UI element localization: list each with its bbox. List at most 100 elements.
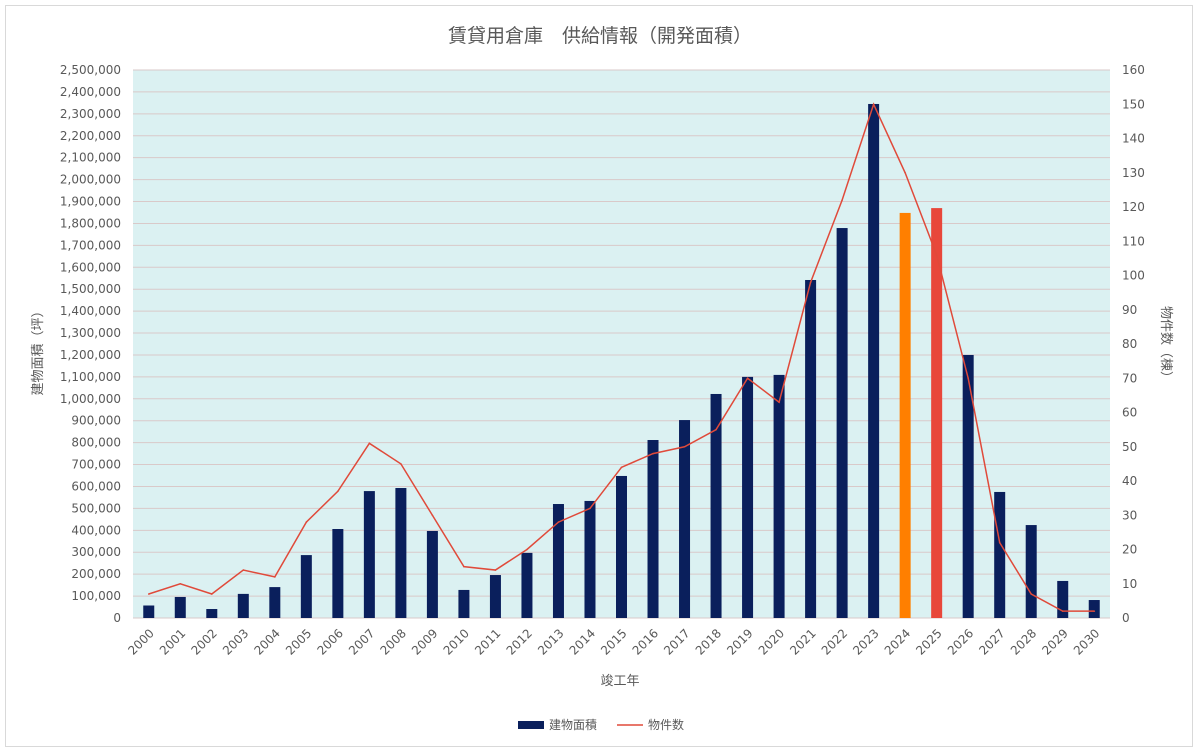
y-tick-label: 1,300,000 [60, 326, 121, 340]
y-tick-label: 500,000 [71, 501, 121, 515]
line-point-2024 [904, 171, 906, 174]
legend-line-label: 物件数 [648, 717, 684, 732]
y2-tick-label: 130 [1122, 166, 1145, 180]
bar-2008 [395, 488, 407, 618]
y2-tick-label: 160 [1122, 63, 1145, 77]
x-tick-label: 2010 [441, 626, 472, 657]
x-tick-label: 2022 [819, 626, 850, 657]
y2-tick-label: 30 [1122, 508, 1137, 522]
y-tick-label: 900,000 [71, 414, 121, 428]
y2-tick-label: 0 [1122, 611, 1130, 625]
bar-2024 [899, 212, 911, 618]
y2-tick-label: 100 [1122, 269, 1145, 283]
line-point-2009 [431, 514, 434, 517]
y2-tick-label: 120 [1122, 200, 1145, 214]
bar-2009 [426, 530, 438, 618]
x-tick-label: 2027 [976, 626, 1007, 657]
y2-tick-label: 90 [1122, 303, 1137, 317]
x-tick-label: 2008 [378, 626, 409, 657]
line-point-2022 [841, 199, 843, 201]
bar-2030 [1088, 600, 1100, 618]
line-point-2007 [368, 442, 371, 445]
x-tick-label: 2016 [630, 626, 661, 657]
y-tick-label: 1,600,000 [60, 260, 121, 274]
y-tick-label: 1,800,000 [60, 216, 121, 230]
x-tick-label: 2001 [157, 626, 188, 657]
line-point-2017 [683, 445, 686, 448]
y-tick-label: 1,200,000 [60, 348, 121, 362]
x-tick-label: 2025 [913, 626, 944, 657]
y-axis-label: 建物面積（坪） [31, 304, 46, 395]
x-tick-label: 2018 [693, 626, 724, 657]
y2-tick-label: 20 [1122, 543, 1137, 557]
x-tick-label: 2026 [945, 626, 976, 657]
y-tick-label: 1,000,000 [60, 392, 121, 406]
line-point-2015 [620, 466, 623, 469]
bar-2005 [300, 555, 312, 618]
bar-2018 [710, 393, 722, 618]
y-tick-label: 1,100,000 [60, 370, 121, 384]
bar-2021 [805, 279, 817, 618]
y-tick-label: 100,000 [71, 589, 121, 603]
y-tick-label: 700,000 [71, 458, 121, 472]
line-point-2020 [778, 401, 780, 404]
bar-2023 [868, 103, 880, 618]
line-point-2018 [715, 428, 717, 431]
x-tick-label: 2003 [220, 626, 251, 657]
y2-tick-label: 80 [1122, 337, 1137, 351]
line-point-2002 [210, 593, 213, 595]
line-point-2005 [305, 521, 308, 523]
y-tick-label: 1,400,000 [60, 304, 121, 318]
line-point-2004 [274, 576, 276, 578]
bar-2028 [1025, 525, 1037, 618]
bar-2004 [269, 587, 281, 618]
line-point-2021 [809, 281, 812, 284]
bar-2013 [552, 504, 564, 618]
legend-bar-label: 建物面積 [549, 717, 597, 732]
line-point-2025 [935, 254, 938, 256]
line-point-2003 [242, 569, 245, 571]
x-tick-label: 2009 [409, 626, 440, 657]
x-tick-label: 2000 [125, 626, 156, 657]
y-tick-label: 0 [113, 611, 121, 625]
x-tick-label: 2015 [598, 626, 629, 657]
line-point-2008 [400, 463, 402, 465]
bar-2029 [1057, 580, 1069, 618]
x-tick-label: 2011 [472, 626, 503, 657]
bar-2015 [616, 475, 627, 618]
line-point-2010 [463, 565, 465, 568]
bar-2003 [237, 593, 249, 618]
line-point-2016 [652, 452, 654, 455]
x-tick-label: 2017 [661, 626, 692, 657]
line-point-2013 [557, 521, 560, 523]
bar-2002 [206, 609, 218, 618]
y-tick-label: 1,900,000 [60, 195, 121, 209]
y2-tick-label: 10 [1122, 577, 1137, 591]
bar-2020 [773, 374, 785, 618]
x-tick-label: 2028 [1008, 626, 1039, 657]
y-tick-label: 600,000 [71, 479, 121, 493]
x-tick-label: 2020 [756, 626, 787, 657]
line-point-2028 [1030, 593, 1033, 595]
line-point-2012 [526, 548, 528, 551]
y-tick-label: 2,300,000 [60, 107, 121, 121]
x-tick-label: 2023 [850, 626, 881, 657]
bar-2016 [647, 440, 659, 618]
y-tick-label: 300,000 [71, 545, 121, 559]
x-tick-label: 2024 [882, 626, 913, 657]
line-point-2019 [746, 377, 749, 380]
x-tick-label: 2005 [283, 626, 314, 657]
line-point-2014 [589, 507, 591, 510]
bar-2007 [363, 491, 375, 618]
line-point-2000 [147, 593, 150, 595]
bar-2014 [584, 500, 596, 618]
y2-tick-label: 50 [1122, 440, 1137, 454]
x-tick-label: 2002 [188, 626, 219, 657]
x-tick-label: 2014 [567, 626, 598, 657]
legend: 建物面積 物件数 [518, 717, 684, 732]
y2-tick-label: 110 [1122, 234, 1145, 248]
x-axis-label: 竣工年 [600, 674, 639, 689]
x-tick-label: 2006 [314, 626, 345, 657]
